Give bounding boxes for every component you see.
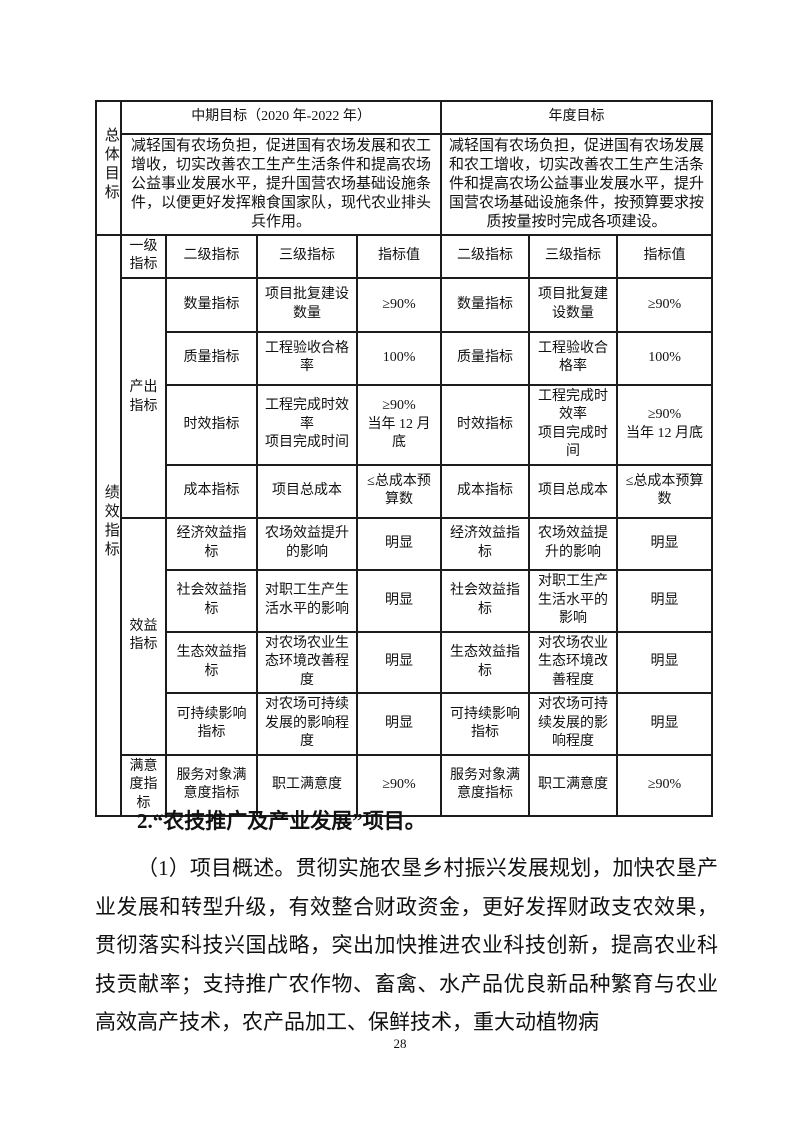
cell-level3: 工程验收合格率 bbox=[528, 330, 619, 386]
cell-level3: 对职工生产生活水平的影响 bbox=[256, 568, 358, 633]
cell-value: 100% bbox=[355, 330, 443, 386]
cell-level3: 对农场可持续发展的影响程度 bbox=[528, 692, 619, 756]
cell-level2: 服务对象满意度指标 bbox=[440, 753, 531, 818]
annual-goal-header: 年度目标 bbox=[440, 100, 714, 135]
cell-value: 明显 bbox=[355, 692, 443, 756]
cell-value: 明显 bbox=[355, 630, 443, 695]
header-level1: 一级指标 bbox=[120, 234, 167, 279]
cell-level2: 生态效益指标 bbox=[440, 630, 531, 695]
midterm-goal-text: 减轻国有农场负担，促进国有农场发展和农工增收，切实改善农工生产生活条件和提高农场… bbox=[119, 133, 443, 236]
header-level2-annual: 二级指标 bbox=[440, 234, 531, 279]
table-row: 效益指标 经济效益指标 农场效益提升的影响 明显 经济效益指标 农场效益提升的影… bbox=[96, 516, 714, 756]
cell-level2: 经济效益指标 bbox=[165, 516, 258, 571]
table-row: 绩效指标 一级指标 二级指标 三级指标 指标值 二级指标 三级指标 指标值 bbox=[95, 233, 714, 818]
cell-level2: 质量指标 bbox=[440, 330, 531, 386]
cell-value: ≥90% bbox=[355, 753, 443, 818]
cell-level2: 社会效益指标 bbox=[165, 568, 258, 633]
cell-level2: 数量指标 bbox=[165, 276, 258, 333]
cell-level3: 对农场农业生态环境改善程度 bbox=[256, 630, 358, 695]
table-row: 减轻国有农场负担，促进国有农场发展和农工增收，切实改善农工生产生活条件和提高农场… bbox=[96, 133, 714, 236]
cell-level3: 工程验收合格率 bbox=[256, 330, 358, 386]
cell-level2: 时效指标 bbox=[165, 383, 258, 466]
table-row: 产出指标 数量指标 项目批复建设数量 ≥90% 数量指标 项目批复建设数量 ≥9… bbox=[96, 276, 714, 519]
cell-level2: 质量指标 bbox=[165, 330, 258, 386]
cell-value: ≥90% bbox=[616, 753, 714, 818]
header-level2-mid: 二级指标 bbox=[165, 234, 258, 279]
cell-level3: 对农场农业生态环境改善程度 bbox=[528, 630, 619, 695]
table-row: 社会效益指标 对职工生产生活水平的影响 明显 社会效益指标 对职工生产生活水平的… bbox=[96, 568, 714, 633]
header-value-mid: 指标值 bbox=[355, 234, 443, 279]
cell-level2: 数量指标 bbox=[440, 276, 531, 333]
table-row: 时效指标 工程完成时效率 项目完成时间 ≥90% 当年 12 月底 时效指标 工… bbox=[96, 383, 714, 466]
cell-level3: 工程完成时效率 项目完成时间 bbox=[256, 383, 358, 466]
cell-value: ≥90% bbox=[616, 276, 714, 333]
table-row: 满意度指标 服务对象满意度指标 职工满意度 ≥90% 服务对象满意度指标 职工满… bbox=[96, 753, 714, 818]
header-level3-annual: 三级指标 bbox=[528, 234, 619, 279]
table-row: 总体目标 中期目标（2020 年-2022 年） 年度目标 bbox=[95, 100, 714, 236]
cell-value: 明显 bbox=[616, 692, 714, 756]
cell-level3: 职工满意度 bbox=[528, 753, 619, 818]
header-level3-mid: 三级指标 bbox=[256, 234, 358, 279]
table-row: 成本指标 项目总成本 ≤总成本预算数 成本指标 项目总成本 ≤总成本预算数 bbox=[96, 463, 714, 519]
cell-level3: 工程完成时效率 项目完成时间 bbox=[528, 383, 619, 466]
level1-benefit: 效益指标 bbox=[120, 516, 167, 756]
section-heading: 2.“农技推广及产业发展”项目。 bbox=[137, 809, 426, 833]
performance-indicators-table: 总体目标 中期目标（2020 年-2022 年） 年度目标 减轻国有农场负担，促… bbox=[95, 100, 714, 818]
cell-level2: 可持续影响指标 bbox=[440, 692, 531, 756]
cell-level3: 项目批复建设数量 bbox=[256, 276, 358, 333]
cell-level3: 对职工生产生活水平的影响 bbox=[528, 568, 619, 633]
level1-satisfaction: 满意度指标 bbox=[120, 753, 167, 818]
cell-value: 明显 bbox=[616, 516, 714, 571]
table-row: 可持续影响指标 对农场可持续发展的影响程度 明显 可持续影响指标 对农场可持续发… bbox=[96, 692, 714, 756]
page-number: 28 bbox=[393, 1036, 407, 1051]
level1-output: 产出指标 bbox=[120, 276, 167, 519]
cell-level2: 成本指标 bbox=[165, 463, 258, 519]
cell-value: ≤总成本预算数 bbox=[355, 463, 443, 519]
cell-level2: 服务对象满意度指标 bbox=[165, 753, 258, 818]
cell-value: ≥90% bbox=[355, 276, 443, 333]
project-overview-paragraph: （1）项目概述。贯彻实施农垦乡村振兴发展规划，加快农垦产业发展和转型升级，有效整… bbox=[95, 856, 718, 1034]
cell-value: 明显 bbox=[616, 630, 714, 695]
cell-value: 明显 bbox=[616, 568, 714, 633]
cell-level2: 成本指标 bbox=[440, 463, 531, 519]
cell-level2: 可持续影响指标 bbox=[165, 692, 258, 756]
body-text-section: 2.“农技推广及产业发展”项目。 （1）项目概述。贯彻实施农垦乡村振兴发展规划，… bbox=[95, 804, 718, 1042]
cell-level3: 农场效益提升的影响 bbox=[528, 516, 619, 571]
header-value-annual: 指标值 bbox=[616, 234, 714, 279]
table-row: 生态效益指标 对农场农业生态环境改善程度 明显 生态效益指标 对农场农业生态环境… bbox=[96, 630, 714, 695]
overall-goal-row-label: 总体目标 bbox=[95, 100, 122, 236]
midterm-goal-header: 中期目标（2020 年-2022 年） bbox=[119, 100, 443, 135]
cell-level3: 项目总成本 bbox=[528, 463, 619, 519]
cell-level3: 项目总成本 bbox=[256, 463, 358, 519]
perf-indicator-row-label: 绩效指标 bbox=[95, 233, 122, 818]
cell-level3: 对农场可持续发展的影响程度 bbox=[256, 692, 358, 756]
cell-level2: 经济效益指标 bbox=[440, 516, 531, 571]
cell-level2: 生态效益指标 bbox=[165, 630, 258, 695]
cell-value: 100% bbox=[616, 330, 714, 386]
cell-level2: 时效指标 bbox=[440, 383, 531, 466]
cell-value: 明显 bbox=[355, 516, 443, 571]
cell-level2: 社会效益指标 bbox=[440, 568, 531, 633]
cell-value: 明显 bbox=[355, 568, 443, 633]
cell-level3: 职工满意度 bbox=[256, 753, 358, 818]
cell-level3: 项目批复建设数量 bbox=[528, 276, 619, 333]
cell-value: ≥90% 当年 12 月底 bbox=[616, 383, 714, 466]
table-row: 质量指标 工程验收合格率 100% 质量指标 工程验收合格率 100% bbox=[96, 330, 714, 386]
annual-goal-text: 减轻国有农场负担，促进国有农场发展和农工增收，切实改善农工生产生活条件和提高农场… bbox=[440, 133, 714, 236]
cell-level3: 农场效益提升的影响 bbox=[256, 516, 358, 571]
cell-value: ≥90% 当年 12 月底 bbox=[355, 383, 443, 466]
cell-value: ≤总成本预算数 bbox=[616, 463, 714, 519]
